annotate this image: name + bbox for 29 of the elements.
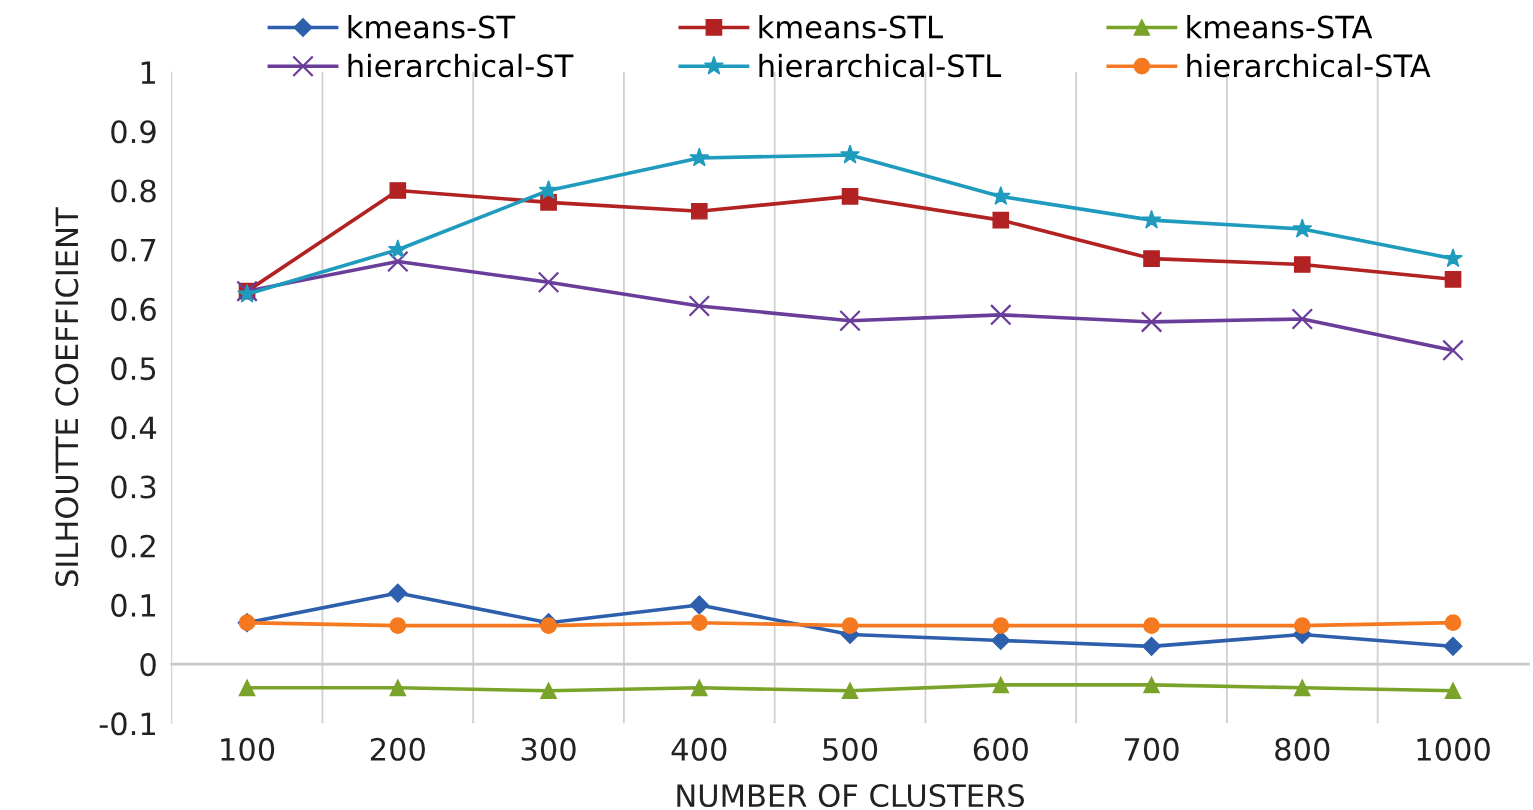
- y-tick-label: 0.7: [111, 238, 156, 262]
- y-tick-label: 0.3: [111, 475, 156, 499]
- y-tick-label: 0.1: [111, 593, 155, 617]
- y-tick-label: 0.9: [111, 120, 156, 144]
- x-tick-label: 300: [521, 737, 576, 761]
- y-tick-label: 0.5: [111, 357, 156, 381]
- y-tick-label: 0: [140, 653, 156, 677]
- y-tick-label: 0.2: [111, 534, 155, 558]
- x-axis-title: NUMBER OF CLUSTERS: [677, 784, 1024, 808]
- x-tick-label: 200: [370, 737, 425, 761]
- x-tick-label: 400: [671, 737, 727, 761]
- legend-label: hierarchical-STL: [759, 53, 1002, 78]
- y-tick-label: -0.1: [99, 712, 155, 736]
- x-tick-label: 1000: [1417, 737, 1490, 761]
- x-tick-label: 800: [1275, 737, 1330, 761]
- legend-label: kmeans-STL: [759, 14, 943, 39]
- x-tick-label: 100: [221, 737, 275, 761]
- x-tick-label: 500: [823, 737, 878, 761]
- y-tick-label: 0.8: [111, 179, 156, 203]
- legend-label: kmeans-ST: [348, 14, 516, 39]
- y-tick-label: 0.6: [111, 297, 156, 321]
- legend-label: kmeans-STA: [1187, 14, 1373, 39]
- legend-label: hierarchical-ST: [348, 53, 574, 78]
- x-tick-label: 600: [973, 737, 1028, 761]
- legend-label: hierarchical-STA: [1187, 53, 1431, 78]
- y-axis-title: SILHOUTTE COEFFICIENT: [55, 207, 79, 587]
- x-tick-label: 700: [1124, 737, 1179, 761]
- y-tick-label: 0.4: [111, 416, 157, 440]
- y-tick-label: 1: [141, 61, 155, 84]
